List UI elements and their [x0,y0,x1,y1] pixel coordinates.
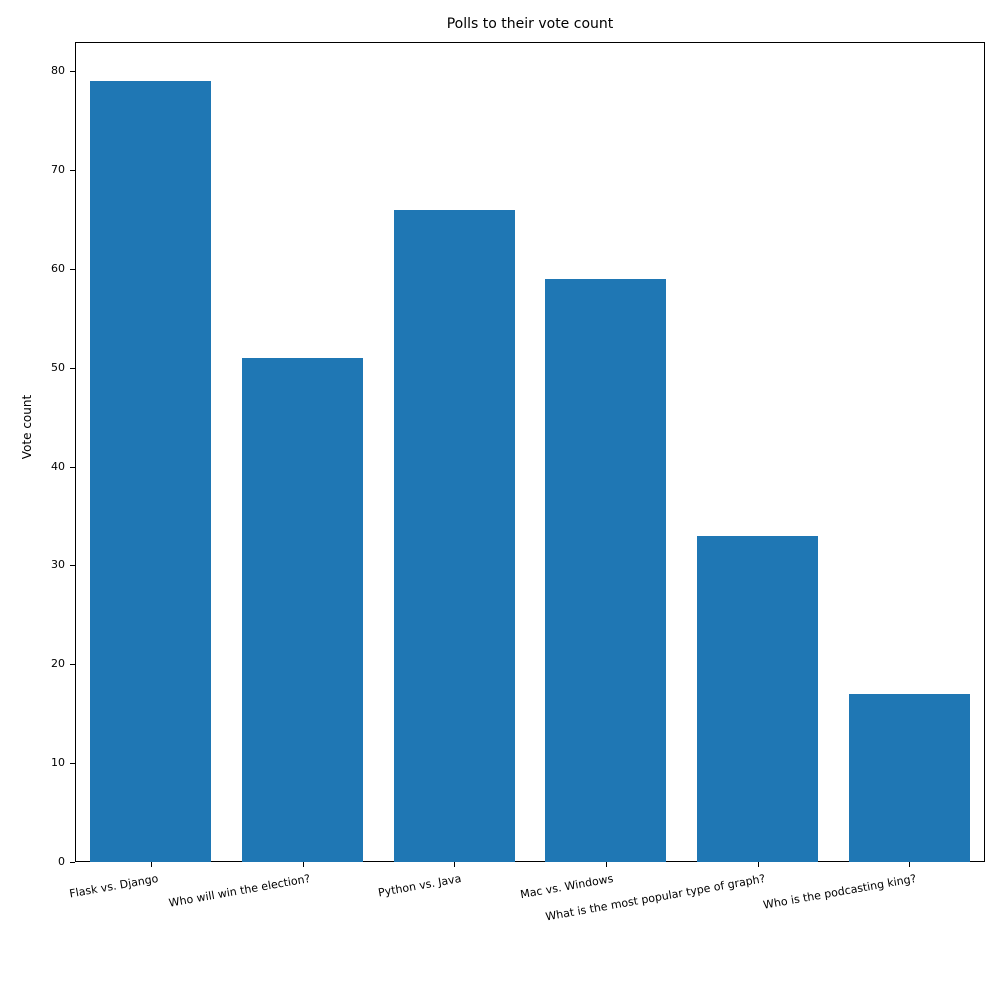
y-tick-mark [70,763,75,764]
y-tick-label: 0 [35,855,65,868]
y-tick-mark [70,664,75,665]
bar [849,694,970,862]
y-tick-mark [70,467,75,468]
y-tick-label: 30 [35,558,65,571]
x-tick-mark [909,862,910,867]
x-tick-mark [454,862,455,867]
y-tick-label: 70 [35,163,65,176]
y-tick-label: 80 [35,64,65,77]
y-tick-mark [70,269,75,270]
x-tick-label: Python vs. Java [165,872,463,937]
bar [545,279,666,862]
bar [90,81,211,862]
bar [394,210,515,862]
y-tick-label: 60 [35,262,65,275]
y-tick-label: 20 [35,657,65,670]
y-tick-label: 50 [35,361,65,374]
y-tick-label: 40 [35,460,65,473]
x-tick-mark [303,862,304,867]
x-tick-mark [606,862,607,867]
y-tick-mark [70,71,75,72]
x-tick-label: Who is the podcasting king? [620,872,918,937]
x-tick-label: What is the most popular type of graph? [468,872,766,937]
bar [242,358,363,862]
x-tick-mark [758,862,759,867]
y-tick-mark [70,368,75,369]
y-tick-mark [70,565,75,566]
x-tick-mark [151,862,152,867]
x-tick-label: Who will win the election? [13,872,311,937]
chart-title: Polls to their vote count [75,16,985,32]
y-tick-label: 10 [35,756,65,769]
bar [697,536,818,862]
y-tick-mark [70,862,75,863]
y-axis-label: Vote count [20,367,34,487]
bar-chart: Polls to their vote count Vote count 0 10… [0,0,1000,1000]
y-tick-mark [70,170,75,171]
x-tick-label: Mac vs. Windows [316,872,614,937]
